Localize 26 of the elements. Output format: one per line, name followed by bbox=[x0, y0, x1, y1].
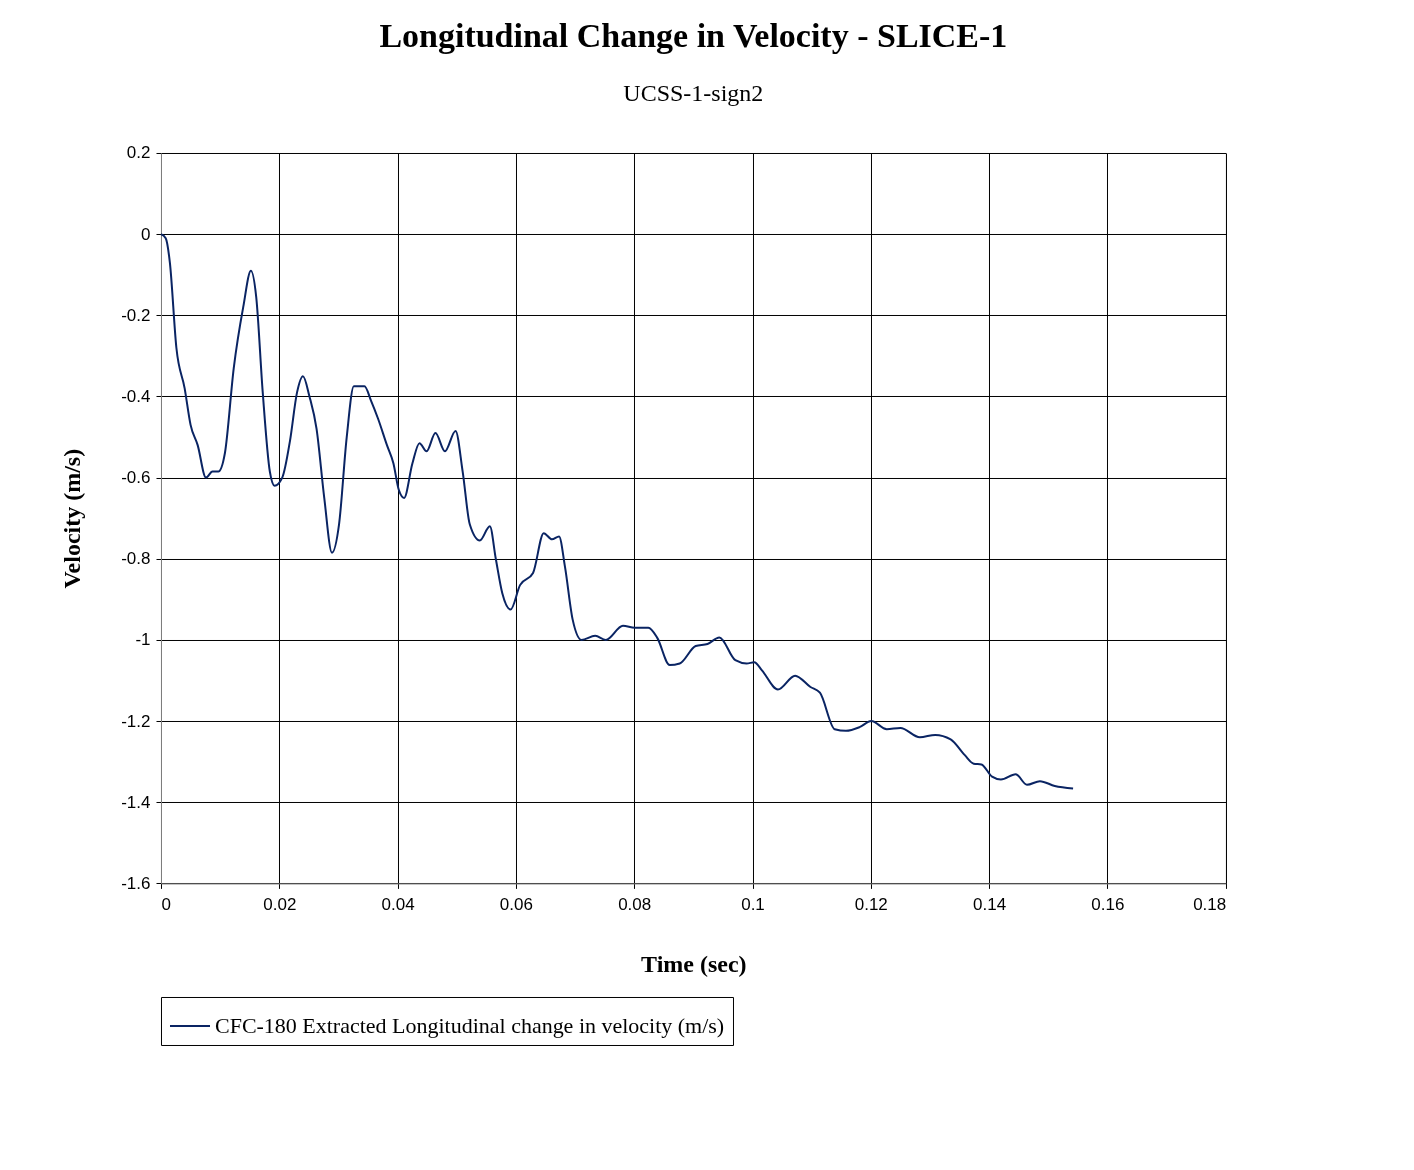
line-series bbox=[160, 233, 1075, 790]
x-tick-label: 0.14 bbox=[973, 894, 1007, 914]
y-axis-title: Velocity (m/s) bbox=[59, 448, 86, 589]
y-tick-label: -0.8 bbox=[121, 549, 151, 569]
y-tick-label: 0.2 bbox=[126, 143, 151, 163]
x-axis-title: Time (sec) bbox=[641, 950, 747, 977]
chart-title: Longitudinal Change in Velocity - SLICE-1 bbox=[379, 17, 1008, 54]
legend-label: CFC-180 Extracted Longitudinal change in velocity (m/s) bbox=[215, 1012, 725, 1038]
x-tick-label: 0.16 bbox=[1091, 894, 1125, 914]
chart-subtitle: UCSS-1-sign2 bbox=[623, 80, 764, 106]
x-tick-label: 0.06 bbox=[499, 894, 533, 914]
y-tick-label: -1 bbox=[135, 630, 151, 650]
x-tick-label: 0 bbox=[161, 894, 171, 914]
y-tick-label: -0.4 bbox=[121, 386, 151, 406]
y-tick-label: -1.2 bbox=[121, 711, 151, 731]
x-tick-label: 0.04 bbox=[381, 894, 415, 914]
y-tick-label: -0.2 bbox=[121, 305, 151, 325]
y-tick-label: 0 bbox=[141, 224, 151, 244]
x-tick-label: 0.1 bbox=[741, 894, 765, 914]
y-tick-label: -0.6 bbox=[121, 468, 151, 488]
x-tick-label: 0.08 bbox=[618, 894, 652, 914]
x-tick-label: 0.02 bbox=[263, 894, 297, 914]
x-tick-label: 0.18 bbox=[1193, 894, 1227, 914]
y-tick-label: -1.6 bbox=[121, 873, 151, 893]
y-tick-label: -1.4 bbox=[121, 792, 151, 812]
x-tick-label: 0.12 bbox=[854, 894, 888, 914]
